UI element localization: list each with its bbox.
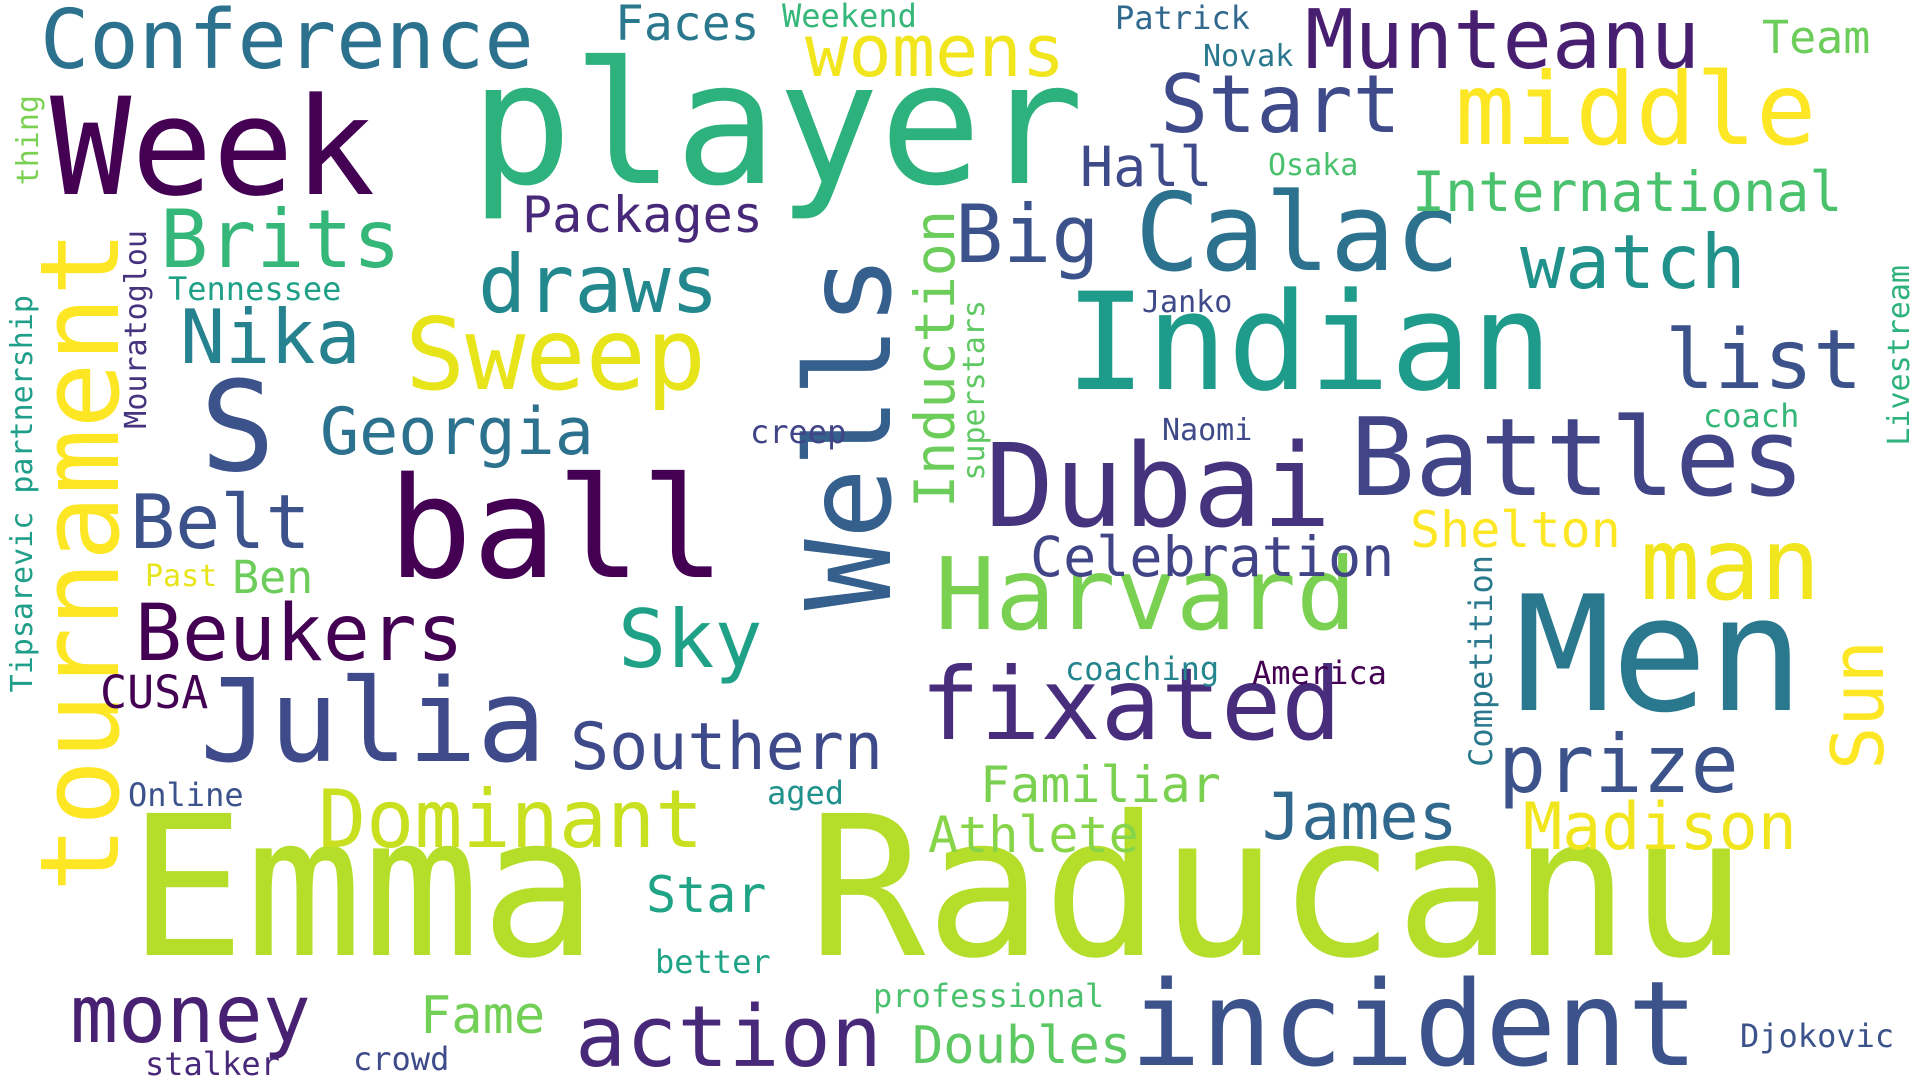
word-julia: Julia	[200, 655, 547, 789]
word-cusa: CUSA	[100, 666, 209, 719]
word-athlete: Athlete	[928, 806, 1139, 864]
word-sun: Sun	[1816, 640, 1900, 771]
word-money: money	[70, 968, 311, 1061]
word-man: man	[1640, 506, 1821, 623]
word-ben: Ben	[232, 551, 314, 604]
word-emma: Emma	[128, 774, 598, 1001]
word-mouratoglou: Mouratoglou	[119, 230, 154, 429]
word-coaching: coaching	[1065, 650, 1220, 688]
word-dominant: Dominant	[318, 773, 704, 866]
word-incident: incident	[1130, 955, 1699, 1080]
word-professional: professional	[873, 977, 1105, 1015]
word-draws: draws	[478, 238, 719, 331]
word-superstars: superstars	[957, 300, 992, 481]
word-battles: Battles	[1350, 396, 1806, 521]
word-crowd: crowd	[353, 1040, 450, 1078]
word-doubles: Doubles	[912, 1016, 1132, 1076]
word-past: Past	[145, 559, 218, 594]
word-sweep: Sweep	[405, 296, 707, 413]
word-induction: Induction	[903, 210, 967, 509]
word-dubai: Dubai	[985, 420, 1332, 554]
word-player: player	[470, 26, 1085, 224]
word-celebration: Celebration	[1030, 525, 1395, 589]
word-conference: Conference	[40, 0, 534, 88]
word-raducanu: Raducanu	[808, 774, 1748, 1001]
word-prize: prize	[1498, 718, 1739, 811]
word-patrick: Patrick	[1115, 0, 1250, 37]
word-s: S	[200, 355, 276, 500]
word-creep: creep	[750, 413, 847, 451]
word-sky: Sky	[618, 593, 763, 686]
word-james: James	[1262, 780, 1458, 855]
word-munteanu: Munteanu	[1305, 0, 1700, 88]
word-janko: Janko	[1142, 285, 1233, 320]
word-georgia: Georgia	[320, 395, 594, 470]
word-international: International	[1412, 160, 1843, 224]
word-womens: womens	[805, 9, 1066, 93]
word-middle: middle	[1455, 51, 1817, 168]
word-start: Start	[1160, 58, 1401, 151]
word-novak: Novak	[1203, 39, 1294, 74]
word-calac: Calac	[1135, 171, 1461, 296]
word-shelton: Shelton	[1410, 501, 1621, 559]
word-big: Big	[955, 188, 1100, 281]
word-familiar: Familiar	[980, 756, 1221, 814]
word-packages: Packages	[522, 186, 763, 244]
word-america: America	[1252, 654, 1387, 692]
word-djokovic: Djokovic	[1740, 1017, 1895, 1055]
word-better: better	[655, 943, 771, 981]
word-beukers: Beukers	[135, 589, 464, 679]
word-madison: Madison	[1523, 790, 1797, 865]
word-nika: Nika	[180, 293, 361, 381]
word-harvard: Harvard	[935, 536, 1357, 653]
word-men: Men	[1515, 561, 1804, 748]
word-week: Week	[50, 69, 376, 226]
word-naomi: Naomi	[1162, 413, 1253, 448]
word-fixated: fixated	[920, 646, 1342, 763]
word-livestream: Livestream	[1882, 265, 1917, 446]
word-stalker: stalker	[145, 1045, 280, 1080]
word-tipsarevic-partnership: Tipsarevic partnership	[5, 295, 40, 693]
word-weekend: Weekend	[782, 0, 917, 35]
word-thing: thing	[11, 95, 46, 186]
word-team: Team	[1762, 11, 1871, 64]
word-faces: Faces	[615, 0, 760, 52]
word-brits: Brits	[160, 193, 401, 286]
word-belt: Belt	[130, 478, 311, 566]
word-fame: Fame	[420, 986, 546, 1046]
word-star: Star	[646, 866, 767, 924]
word-watch: watch	[1520, 218, 1746, 306]
word-online: Online	[128, 776, 244, 814]
word-ball: ball	[388, 448, 726, 611]
word-indian: Indian	[1065, 264, 1553, 421]
word-southern: Southern	[570, 710, 884, 785]
word-aged: aged	[767, 774, 845, 812]
word-tennessee: Tennessee	[168, 270, 342, 308]
word-osaka: Osaka	[1268, 148, 1359, 183]
word-hall: Hall	[1080, 135, 1213, 199]
word-competition: Competition	[1462, 555, 1500, 767]
word-coach: coach	[1703, 397, 1800, 435]
word-list: list	[1665, 313, 1863, 408]
word-action: action	[575, 988, 883, 1080]
